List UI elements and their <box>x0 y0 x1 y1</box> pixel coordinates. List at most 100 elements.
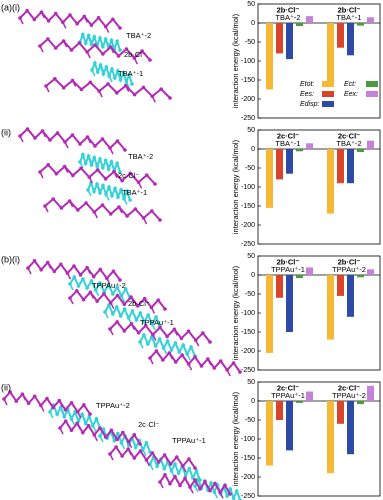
bar <box>306 267 313 275</box>
anion-atom <box>51 197 56 201</box>
category-label: 2c·Cl⁻ <box>277 131 299 140</box>
cation-atom <box>55 412 59 417</box>
anion-branch <box>219 491 224 499</box>
cation-atom <box>83 41 88 45</box>
anion-branch <box>127 441 133 449</box>
molecule-label: 2b·Cl⁻ <box>128 299 150 308</box>
anion-branch <box>110 429 116 437</box>
cation-atom <box>123 287 128 291</box>
anion-branch <box>159 481 164 489</box>
cation-atom <box>127 73 131 77</box>
cation-atom <box>133 445 138 450</box>
anion-atom <box>193 478 197 482</box>
y-tick-label: -250 <box>241 367 255 374</box>
anion-atom <box>163 473 167 477</box>
anion-branch <box>76 423 81 430</box>
category-label: TPPAu⁺-2 <box>332 391 366 400</box>
cation-branch <box>162 347 168 355</box>
anion-atom <box>82 403 86 407</box>
cation-atom <box>111 292 115 296</box>
anion-atom <box>193 466 197 470</box>
y-tick-label: -200 <box>241 474 255 481</box>
cation-atom <box>83 161 88 166</box>
anion-atom <box>238 370 242 374</box>
cation-branch <box>79 161 84 169</box>
cation-branch <box>149 463 154 471</box>
category-label: TBA⁺-2 <box>275 13 300 22</box>
legend-label: Eex: <box>344 91 358 98</box>
anion-atom <box>174 455 179 459</box>
legend-swatch <box>322 91 334 97</box>
anion-branch <box>110 46 115 54</box>
cation-atom <box>98 157 102 161</box>
y-tick-label: -150 <box>241 329 255 336</box>
cation-atom <box>225 494 229 498</box>
y-axis-label: interaction energy (kcal/mol) <box>231 13 240 108</box>
anion-branch <box>105 26 110 33</box>
cation-atom <box>92 155 97 160</box>
bar <box>347 401 354 455</box>
cation-atom <box>128 198 132 202</box>
category-label: 2c·Cl⁻ <box>338 383 360 392</box>
bar <box>357 275 364 278</box>
cation-branch <box>110 431 115 438</box>
anion-atom <box>81 297 86 302</box>
anion-branch <box>19 135 24 143</box>
cation-atom <box>194 469 199 473</box>
cation-atom <box>98 191 102 195</box>
cation-atom <box>92 189 96 194</box>
cation-branch <box>95 289 100 297</box>
bar <box>286 149 293 174</box>
anion-atom <box>153 182 157 186</box>
anion-atom <box>46 19 51 23</box>
anion-atom <box>115 91 119 95</box>
cation-atom <box>101 165 105 170</box>
anion-atom <box>125 214 129 218</box>
y-tick-label: 0 <box>251 272 255 279</box>
anion-branch <box>174 476 179 483</box>
anion-atom <box>69 428 74 433</box>
anion-branch <box>109 453 114 461</box>
y-tick-label: -50 <box>245 417 255 424</box>
anion-branch <box>47 262 52 269</box>
molecule-label: TPPAu⁺-1 <box>172 436 206 445</box>
cation-atom <box>122 307 127 311</box>
anion-branch <box>163 454 169 462</box>
y-tick-label: -100 <box>241 58 255 65</box>
y-axis-label: interaction energy (kcal/mol) <box>231 139 240 234</box>
bar <box>276 401 283 420</box>
category-label: TPPAu⁺-2 <box>332 265 366 274</box>
anion-branch <box>113 171 118 179</box>
cation-atom <box>154 315 158 319</box>
anion-atom <box>168 481 172 486</box>
bar <box>337 275 344 296</box>
anion-atom <box>159 87 163 91</box>
cation-branch <box>87 189 92 197</box>
anion-branch <box>40 405 45 412</box>
anion-atom <box>158 325 162 330</box>
anion-atom <box>212 366 217 370</box>
category-label: 2b·Cl⁻ <box>277 5 300 14</box>
molecule-label: 2c·Cl⁻ <box>118 171 140 180</box>
anion-atom <box>143 323 148 328</box>
cation-branch <box>108 75 113 83</box>
cation-atom <box>165 339 170 343</box>
bar <box>367 269 374 275</box>
y-tick-label: -200 <box>241 222 255 229</box>
bar <box>357 401 364 405</box>
cation-atom <box>109 38 114 43</box>
bar <box>367 140 374 149</box>
legend-label: Edisp: <box>300 101 320 108</box>
cation-atom <box>107 185 111 189</box>
cation-atom <box>116 431 120 436</box>
cation-atom <box>134 318 139 322</box>
bar <box>266 149 273 208</box>
cation-atom <box>125 189 129 194</box>
cation-atom <box>81 152 85 157</box>
anion-atom <box>59 262 63 267</box>
cation-atom <box>62 414 67 419</box>
molecule-label: TBA⁺-1 <box>118 69 143 78</box>
anion-atom <box>199 364 204 368</box>
anion-atom <box>114 445 118 449</box>
cation-atom <box>119 188 123 192</box>
